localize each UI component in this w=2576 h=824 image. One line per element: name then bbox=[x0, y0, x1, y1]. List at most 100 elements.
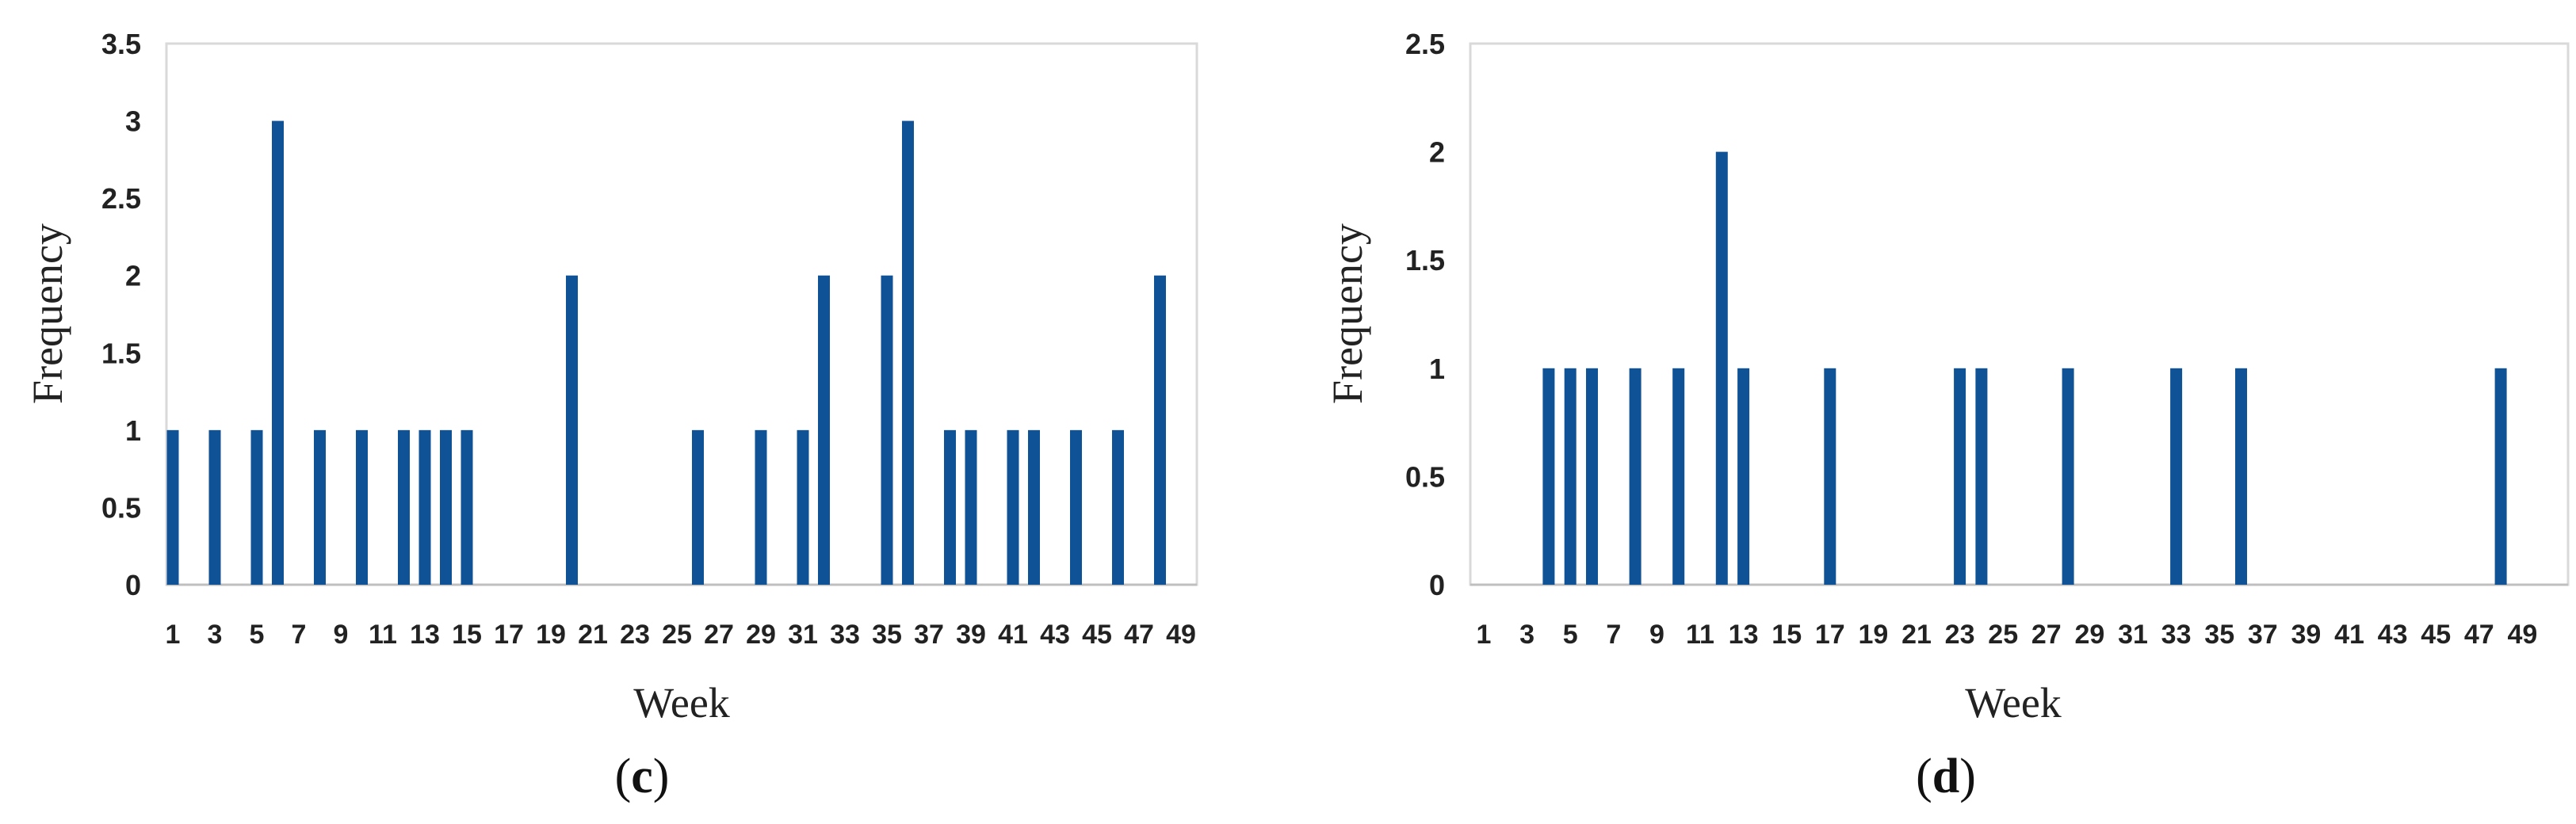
bar bbox=[398, 429, 410, 585]
bar bbox=[692, 429, 704, 585]
x-tick-label: 11 bbox=[369, 620, 397, 650]
y-tick-label: 2.5 bbox=[101, 182, 141, 215]
bar bbox=[1070, 429, 1082, 585]
x-tick-label: 7 bbox=[1606, 620, 1621, 650]
bar bbox=[440, 429, 452, 585]
bar bbox=[1954, 368, 1966, 585]
y-tick-label: 2 bbox=[125, 260, 141, 292]
x-tick-label: 49 bbox=[2507, 620, 2537, 650]
x-tick-label: 9 bbox=[1649, 620, 1664, 650]
y-tick-labels-c: 0 0.5 1 1.5 2 2.5 3 3.5 bbox=[101, 28, 141, 601]
x-tick-label: 5 bbox=[1563, 620, 1578, 650]
bar bbox=[1154, 275, 1166, 585]
bar bbox=[461, 429, 473, 585]
bar bbox=[1007, 429, 1019, 585]
bar bbox=[1586, 368, 1598, 585]
y-tick-label: 0 bbox=[1429, 569, 1445, 601]
x-tick-label: 27 bbox=[704, 620, 734, 650]
bar bbox=[2235, 368, 2247, 585]
bar bbox=[566, 275, 578, 585]
chart-panel-c: 00.511.522.533.5 1 3 5 7 9 11 13 15 17 19 21 23 25 27… bbox=[24, 28, 1198, 803]
x-tick-label: 9 bbox=[334, 620, 349, 650]
x-tick-label: 19 bbox=[1858, 620, 1888, 650]
x-tick-label: 13 bbox=[1729, 620, 1759, 650]
x-tick-label: 15 bbox=[452, 620, 482, 650]
x-tick-label: 17 bbox=[1815, 620, 1845, 650]
panel-caption-d: (d) bbox=[1916, 750, 1976, 803]
bar bbox=[755, 429, 767, 585]
x-tick-labels-c: 1 3 5 7 9 11 13 15 17 19 21 23 25 27 29 31 33 35 37 39 41 43 4… bbox=[166, 620, 1196, 650]
bar bbox=[314, 429, 326, 585]
bar bbox=[902, 120, 914, 586]
x-tick-label: 27 bbox=[2031, 620, 2062, 650]
x-tick-label: 43 bbox=[2378, 620, 2408, 650]
y-tick-label: 3.5 bbox=[101, 28, 141, 60]
x-axis-title-c: Week bbox=[633, 679, 730, 727]
bar bbox=[250, 429, 263, 585]
y-tick-label: 1.5 bbox=[101, 337, 141, 369]
bar bbox=[1824, 368, 1836, 585]
x-tick-label: 11 bbox=[1686, 620, 1714, 650]
x-tick-label: 37 bbox=[914, 620, 944, 650]
y-tick-label: 0 bbox=[125, 569, 141, 601]
bar bbox=[818, 275, 830, 585]
x-tick-label: 15 bbox=[1771, 620, 1802, 650]
x-tick-label: 25 bbox=[662, 620, 692, 650]
y-axis-title-c: Frequency bbox=[24, 223, 71, 404]
chart-panel-d: 00.511.522.5 1 3 5 7 9 11 13 15 17 19 21 23 25 27 29 31… bbox=[1324, 28, 2570, 803]
bar bbox=[356, 429, 368, 585]
bar bbox=[965, 429, 977, 585]
x-tick-label: 13 bbox=[410, 620, 440, 650]
x-tick-label: 23 bbox=[1945, 620, 1975, 650]
bar bbox=[2170, 368, 2183, 585]
x-tick-label: 41 bbox=[998, 620, 1028, 650]
bar bbox=[1975, 368, 1988, 585]
bar bbox=[1715, 151, 1728, 586]
y-tick-label: 0.5 bbox=[101, 491, 141, 524]
bar bbox=[2494, 368, 2507, 585]
x-tick-label: 3 bbox=[1519, 620, 1535, 650]
x-tick-labels-d: 1 3 5 7 9 11 13 15 17 19 21 23 25 27 29 31 33 35 37 39 41 43 4… bbox=[1477, 620, 2538, 650]
bar bbox=[1112, 429, 1124, 585]
x-tick-label: 23 bbox=[620, 620, 650, 650]
bars-c bbox=[166, 120, 1166, 586]
bar bbox=[208, 429, 221, 585]
x-tick-label: 35 bbox=[2204, 620, 2234, 650]
x-tick-label: 37 bbox=[2248, 620, 2278, 650]
x-tick-label: 21 bbox=[578, 620, 608, 650]
x-tick-label: 41 bbox=[2334, 620, 2364, 650]
bars-d bbox=[1542, 151, 2507, 586]
x-tick-label: 47 bbox=[1124, 620, 1154, 650]
x-tick-label: 1 bbox=[1477, 620, 1492, 650]
bar bbox=[1028, 429, 1040, 585]
x-tick-label: 47 bbox=[2464, 620, 2494, 650]
y-tick-label: 3 bbox=[125, 105, 141, 138]
bar bbox=[2062, 368, 2074, 585]
x-tick-label: 5 bbox=[250, 620, 265, 650]
y-tick-label: 1.5 bbox=[1405, 244, 1445, 277]
bar bbox=[166, 429, 179, 585]
bar bbox=[944, 429, 956, 585]
bar bbox=[1629, 368, 1642, 585]
y-tick-label: 1 bbox=[125, 414, 141, 447]
x-tick-label: 21 bbox=[1901, 620, 1932, 650]
panel-caption-c: (c) bbox=[615, 750, 670, 803]
y-axis-title-d: Frequency bbox=[1324, 223, 1371, 404]
x-tick-label: 19 bbox=[536, 620, 566, 650]
x-tick-label: 39 bbox=[2291, 620, 2321, 650]
x-tick-label: 29 bbox=[746, 620, 776, 650]
bar bbox=[419, 429, 431, 585]
x-tick-label: 33 bbox=[2161, 620, 2192, 650]
x-tick-label: 31 bbox=[788, 620, 818, 650]
x-tick-label: 3 bbox=[208, 620, 223, 650]
bar bbox=[1737, 368, 1750, 585]
x-tick-label: 39 bbox=[956, 620, 986, 650]
x-tick-label: 29 bbox=[2074, 620, 2104, 650]
bar bbox=[881, 275, 893, 585]
bar bbox=[1672, 368, 1685, 585]
x-tick-label: 45 bbox=[1082, 620, 1112, 650]
y-tick-label: 2.5 bbox=[1405, 28, 1445, 60]
y-tick-label: 2 bbox=[1429, 136, 1445, 169]
x-axis-title-d: Week bbox=[1965, 679, 2062, 727]
x-tick-label: 49 bbox=[1166, 620, 1196, 650]
